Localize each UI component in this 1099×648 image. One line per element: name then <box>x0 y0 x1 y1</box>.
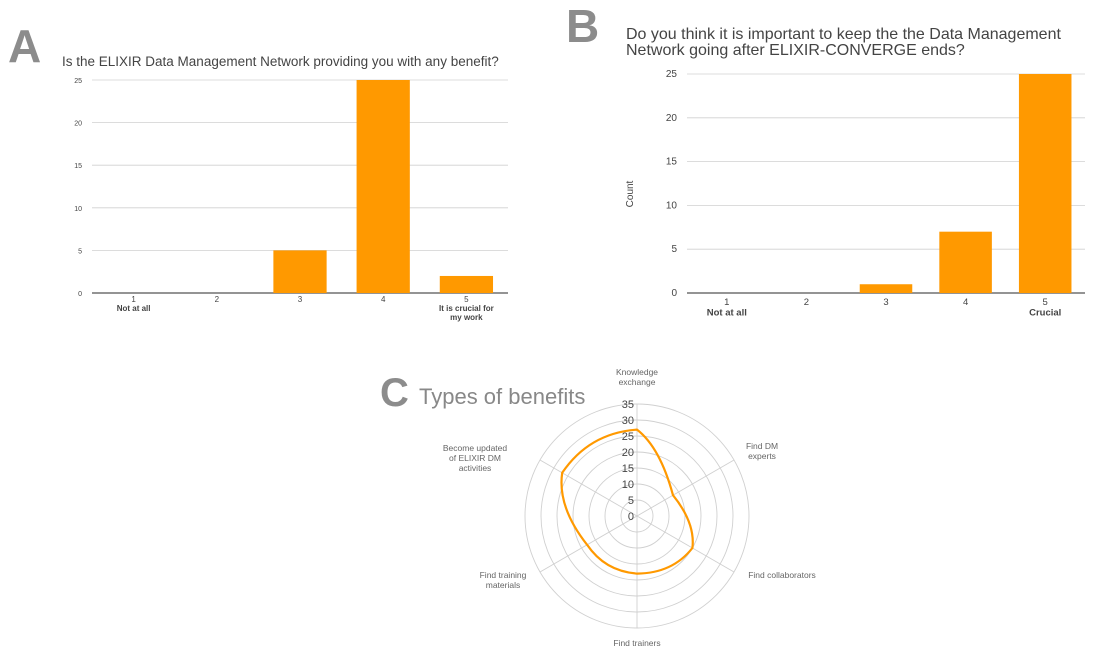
chart-b-x-tick-label: 1 Not at all <box>707 297 747 319</box>
radar-r-tick-label: 20 <box>622 447 634 459</box>
chart-b-bar <box>859 284 913 293</box>
chart-b-x-tick-label: 4 <box>963 297 968 308</box>
chart-b-y-tick-label: 10 <box>666 200 678 211</box>
radar-r-tick-label: 10 <box>622 479 634 491</box>
radar-r-tick-label: 35 <box>622 399 634 411</box>
radar-series-line <box>560 428 694 575</box>
radar-category-label: Knowledge exchange <box>616 367 658 387</box>
radar-spoke <box>539 459 638 517</box>
radar-category-label: Find DM experts <box>746 441 778 461</box>
chart-a-x-tick-label: 2 <box>215 295 220 304</box>
panel-a-letter: A <box>8 20 41 72</box>
chart-b-y-tick-label: 15 <box>666 157 678 168</box>
panel-b-letter: B <box>566 0 599 52</box>
radar-category-labels: Knowledge exchange Find DM experts Find coll… <box>443 367 816 648</box>
chart-a-y-axis: 0 5 10 15 20 25 <box>74 78 82 298</box>
chart-a-y-tick-label: 15 <box>74 163 82 170</box>
panel-b: B Do you think it is important to keep t… <box>566 0 1085 319</box>
chart-b-x-tick-label: 5 Crucial <box>1029 297 1061 319</box>
radar-radial-axis: 0 5 10 15 20 25 30 35 <box>622 399 634 523</box>
chart-b-x-tick-label: 2 <box>804 297 809 308</box>
chart-a-x-tick-label: 3 <box>298 295 303 304</box>
radar-series <box>560 428 694 575</box>
radar-spoke <box>636 459 735 517</box>
chart-a-x-tick-label: 1 Not at all <box>117 295 151 313</box>
radar-r-tick-label: 30 <box>622 415 634 427</box>
chart-b-ylabel: Count <box>625 180 636 207</box>
chart-b-x-tick-label: 3 <box>883 297 888 308</box>
chart-b-x-axis: 1 Not at all 2 3 4 5 Crucial <box>707 297 1062 319</box>
radar-category-label: Find collaborators <box>748 570 816 580</box>
chart-b-y-tick-label: 0 <box>671 288 677 299</box>
chart-a-y-tick-label: 0 <box>78 291 82 298</box>
radar-spoke <box>636 515 735 573</box>
panel-c-letter: C <box>380 371 409 415</box>
radar-spoke <box>539 515 638 573</box>
chart-b-bars <box>859 74 1072 293</box>
chart-b-y-tick-label: 5 <box>671 244 677 255</box>
radar-spokes <box>539 404 735 628</box>
radar-r-tick-label: 15 <box>622 463 634 475</box>
panel-c: C Types of benefits 0 5 10 15 20 25 30 35 Knowl… <box>380 367 816 648</box>
chart-a-y-tick-label: 10 <box>74 206 82 213</box>
chart-b-bar <box>1018 74 1072 293</box>
chart-a-x-tick-label: 5 It is crucial for my work <box>439 295 494 322</box>
chart-b-y-axis: 0 5 10 15 20 25 <box>666 69 678 299</box>
chart-a-bars <box>273 80 494 293</box>
radar-r-tick-label: 0 <box>628 511 634 523</box>
chart-a-bar <box>356 80 410 293</box>
chart-a-x-tick-label: 4 <box>381 295 386 304</box>
chart-a-gridlines <box>92 79 508 294</box>
chart-b-y-tick-label: 20 <box>666 113 678 124</box>
radar-category-label: Find trainers <box>613 638 660 648</box>
chart-b-bar <box>939 231 992 293</box>
chart-a-x-axis: 1 Not at all 2 3 4 5 It is crucial for my work <box>117 295 494 322</box>
chart-a-y-tick-label: 25 <box>74 78 82 85</box>
radar-r-tick-label: 5 <box>628 495 634 507</box>
chart-b-title: Do you think it is important to keep the… <box>626 26 1061 59</box>
panel-a: A Is the ELIXIR Data Management Network … <box>8 20 508 322</box>
chart-a-y-tick-label: 20 <box>74 121 82 128</box>
radar-category-label: Find training materials <box>480 570 527 590</box>
chart-a-y-tick-label: 5 <box>78 248 82 255</box>
chart-a-bar <box>273 250 327 293</box>
radar-category-label: Become updated of ELIXIR DM activities <box>443 443 508 473</box>
chart-a-bar <box>439 275 494 293</box>
radar-r-tick-label: 25 <box>622 431 634 443</box>
chart-c-title: Types of benefits <box>419 384 585 409</box>
chart-a-title: Is the ELIXIR Data Management Network pr… <box>62 54 499 69</box>
chart-b-y-tick-label: 25 <box>666 69 678 80</box>
